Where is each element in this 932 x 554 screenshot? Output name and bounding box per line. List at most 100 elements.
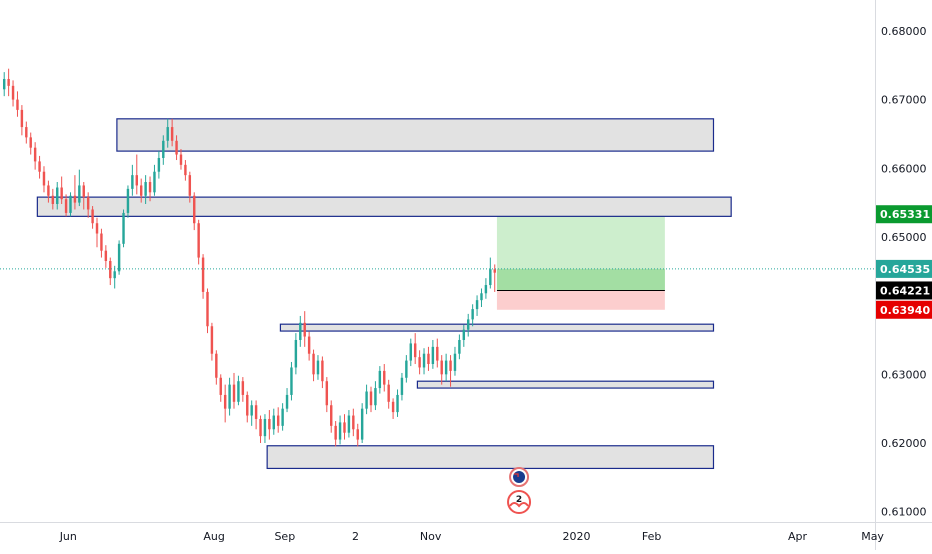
candle[interactable] bbox=[131, 175, 134, 189]
candle[interactable] bbox=[290, 367, 293, 395]
candle[interactable] bbox=[215, 353, 218, 378]
candle[interactable] bbox=[184, 164, 187, 176]
candle[interactable] bbox=[259, 418, 262, 437]
candle[interactable] bbox=[343, 422, 346, 433]
candle[interactable] bbox=[206, 291, 209, 327]
earnings-icon[interactable] bbox=[507, 490, 532, 514]
candle[interactable] bbox=[16, 99, 19, 110]
candle[interactable] bbox=[480, 293, 483, 301]
candle[interactable] bbox=[42, 171, 46, 186]
candle[interactable] bbox=[69, 195, 72, 213]
candle[interactable] bbox=[126, 188, 130, 213]
candle[interactable] bbox=[268, 418, 271, 430]
candle[interactable] bbox=[20, 109, 24, 128]
candle[interactable] bbox=[299, 322, 302, 340]
candle[interactable] bbox=[321, 360, 324, 382]
candle[interactable] bbox=[47, 185, 50, 196]
candle[interactable] bbox=[365, 391, 368, 409]
candle[interactable] bbox=[356, 429, 359, 440]
candle[interactable] bbox=[91, 209, 94, 224]
candle[interactable] bbox=[391, 401, 395, 413]
candle[interactable] bbox=[422, 353, 426, 368]
candle[interactable] bbox=[25, 127, 28, 138]
zone-rectangle[interactable] bbox=[416, 380, 715, 389]
candle[interactable] bbox=[95, 223, 99, 234]
candle[interactable] bbox=[162, 140, 165, 158]
candle[interactable] bbox=[303, 322, 306, 337]
candle[interactable] bbox=[175, 140, 178, 155]
zone-rectangle[interactable] bbox=[266, 445, 715, 470]
candle[interactable] bbox=[352, 415, 355, 430]
zone-rectangle[interactable] bbox=[36, 196, 732, 217]
candle[interactable] bbox=[272, 415, 275, 430]
candle[interactable] bbox=[179, 154, 183, 165]
candle[interactable] bbox=[276, 415, 280, 426]
candle[interactable] bbox=[188, 175, 192, 196]
candle[interactable] bbox=[453, 353, 457, 371]
candle[interactable] bbox=[241, 381, 245, 395]
candle[interactable] bbox=[378, 370, 382, 389]
candle[interactable] bbox=[73, 195, 77, 203]
zone-rectangle[interactable] bbox=[116, 118, 715, 152]
candle[interactable] bbox=[285, 394, 289, 409]
candle[interactable] bbox=[436, 346, 439, 361]
candle[interactable] bbox=[109, 261, 112, 279]
candle[interactable] bbox=[409, 343, 412, 361]
candle[interactable] bbox=[135, 175, 139, 186]
candle[interactable] bbox=[148, 182, 152, 193]
candle[interactable] bbox=[82, 185, 85, 198]
candle[interactable] bbox=[427, 353, 430, 365]
candle[interactable] bbox=[122, 212, 125, 244]
candle[interactable] bbox=[330, 405, 333, 426]
candle[interactable] bbox=[338, 422, 342, 440]
candle[interactable] bbox=[347, 415, 351, 433]
candle[interactable] bbox=[144, 182, 147, 196]
candle[interactable] bbox=[86, 197, 90, 210]
candle[interactable] bbox=[440, 360, 443, 375]
candle[interactable] bbox=[413, 343, 417, 358]
candle[interactable] bbox=[100, 233, 103, 251]
candle[interactable] bbox=[254, 405, 258, 419]
candle[interactable] bbox=[449, 360, 452, 371]
candle[interactable] bbox=[51, 195, 55, 204]
candle[interactable] bbox=[405, 360, 408, 378]
candle[interactable] bbox=[157, 157, 161, 172]
candle[interactable] bbox=[166, 127, 169, 141]
candle[interactable] bbox=[228, 384, 231, 409]
plot-area[interactable]: 2 bbox=[0, 68, 875, 514]
candle[interactable] bbox=[197, 223, 200, 258]
candle[interactable] bbox=[201, 257, 205, 292]
candle[interactable] bbox=[396, 394, 399, 413]
candle[interactable] bbox=[475, 300, 479, 310]
candle[interactable] bbox=[139, 185, 143, 196]
loss-zone[interactable] bbox=[496, 290, 665, 310]
candle[interactable] bbox=[493, 269, 496, 273]
candle[interactable] bbox=[471, 309, 474, 320]
candle[interactable] bbox=[431, 346, 435, 365]
candle[interactable] bbox=[113, 271, 116, 279]
candle[interactable] bbox=[462, 329, 466, 340]
candle[interactable] bbox=[56, 187, 59, 204]
candle[interactable] bbox=[170, 127, 174, 141]
candle[interactable] bbox=[237, 381, 240, 402]
candle[interactable] bbox=[360, 408, 364, 440]
candle[interactable] bbox=[307, 336, 311, 354]
candle[interactable] bbox=[223, 394, 227, 409]
candle[interactable] bbox=[383, 370, 386, 385]
candle[interactable] bbox=[38, 161, 41, 172]
candle[interactable] bbox=[263, 418, 267, 437]
candle[interactable] bbox=[78, 185, 81, 203]
candle[interactable] bbox=[29, 137, 32, 148]
candle[interactable] bbox=[369, 391, 373, 406]
candle[interactable] bbox=[246, 394, 249, 416]
candle[interactable] bbox=[294, 339, 298, 368]
candle[interactable] bbox=[484, 285, 488, 294]
candle[interactable] bbox=[117, 243, 121, 272]
candle[interactable] bbox=[334, 425, 337, 440]
candle[interactable] bbox=[312, 353, 315, 375]
price-axis[interactable]: 0.680000.670000.660000.650000.640000.630… bbox=[881, 25, 927, 519]
candle[interactable] bbox=[232, 384, 236, 402]
candle[interactable] bbox=[2, 78, 6, 90]
